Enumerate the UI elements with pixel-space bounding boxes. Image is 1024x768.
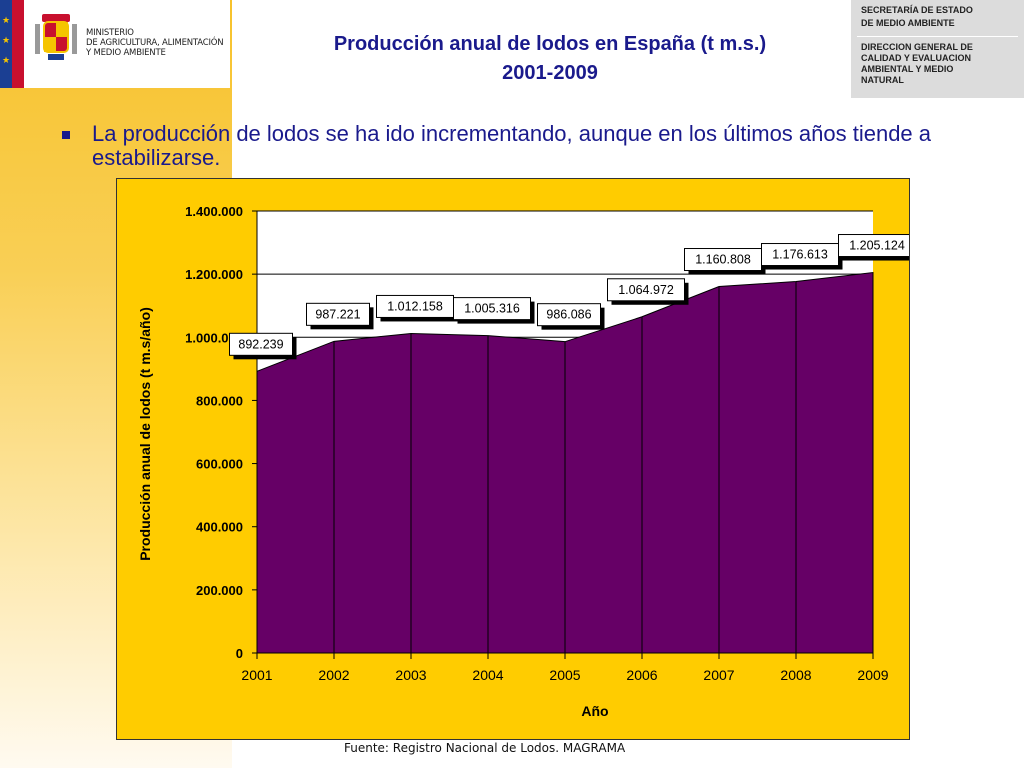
directorate-line: DIRECCION GENERAL DE bbox=[861, 42, 973, 52]
eu-flag-strip: ★ ★ ★ bbox=[0, 0, 24, 88]
star-icon: ★ bbox=[2, 35, 11, 45]
data-label-box bbox=[607, 278, 685, 302]
data-label: 986.086 bbox=[546, 308, 591, 322]
ministry-logo: MINISTERIO DE AGRICULTURA, ALIMENTACIÓN … bbox=[24, 0, 230, 88]
secretariat-line: DE MEDIO AMBIENTE bbox=[861, 18, 955, 28]
coat-of-arms-icon bbox=[35, 14, 77, 60]
x-tick-label: 2008 bbox=[780, 667, 811, 683]
data-label-box bbox=[537, 303, 601, 327]
data-label: 1.160.808 bbox=[695, 253, 751, 267]
y-tick-label: 0 bbox=[236, 646, 243, 661]
y-tick-label: 600.000 bbox=[196, 457, 243, 472]
x-tick-label: 2004 bbox=[472, 667, 503, 683]
data-label: 892.239 bbox=[238, 337, 283, 351]
title-line-2: 2001-2009 bbox=[502, 62, 598, 84]
data-label-box bbox=[229, 332, 293, 356]
directorate-label: DIRECCION GENERAL DE CALIDAD Y EVALUACIO… bbox=[861, 42, 973, 86]
square-bullet-icon bbox=[62, 131, 70, 139]
ministry-line: MINISTERIO bbox=[86, 28, 134, 38]
data-label-box bbox=[453, 297, 531, 321]
directorate-line: NATURAL bbox=[861, 75, 904, 85]
x-tick-label: 2007 bbox=[703, 667, 734, 683]
y-tick-label: 1.200.000 bbox=[185, 267, 243, 282]
x-tick-label: 2005 bbox=[549, 667, 580, 683]
department-box: SECRETARÍA DE ESTADO DE MEDIO AMBIENTE D… bbox=[851, 0, 1024, 98]
source-note: Fuente: Registro Nacional de Lodos. MAGR… bbox=[344, 741, 626, 755]
x-tick-label: 2009 bbox=[857, 667, 888, 683]
y-tick-label: 400.000 bbox=[196, 520, 243, 535]
ministry-line: DE AGRICULTURA, ALIMENTACIÓN bbox=[86, 38, 224, 48]
x-tick-label: 2006 bbox=[626, 667, 657, 683]
bullet-text: La producción de lodos se ha ido increme… bbox=[92, 121, 932, 170]
x-axis-title: Año bbox=[581, 703, 608, 719]
data-label: 1.012.158 bbox=[387, 299, 443, 313]
data-label: 1.176.613 bbox=[772, 248, 828, 262]
secretariat-label: SECRETARÍA DE ESTADO DE MEDIO AMBIENTE bbox=[861, 4, 973, 30]
x-tick-label: 2002 bbox=[318, 667, 349, 683]
y-tick-label: 1.000.000 bbox=[185, 330, 243, 345]
data-label-box bbox=[306, 302, 370, 326]
directorate-line: AMBIENTAL Y MEDIO bbox=[861, 64, 954, 74]
x-tick-label: 2001 bbox=[241, 667, 272, 683]
area-chart: 0 200.000 400.000 600.000 800.000 1.000.000 1.… bbox=[137, 204, 909, 719]
data-label-box bbox=[838, 234, 909, 258]
title-line-1: Producción anual de lodos en España (t m… bbox=[333, 33, 767, 55]
y-tick-label: 1.400.000 bbox=[185, 204, 243, 219]
ministry-line: Y MEDIO AMBIENTE bbox=[86, 48, 166, 58]
y-axis-title: Producción anual de lodos (t m.s/año) bbox=[137, 307, 153, 561]
x-tick-label: 2003 bbox=[395, 667, 426, 683]
star-icon: ★ bbox=[2, 55, 11, 65]
slide-title: Producción anual de lodos en España (t m… bbox=[240, 30, 860, 88]
data-label: 1.205.124 bbox=[849, 239, 905, 253]
y-tick-label: 200.000 bbox=[196, 583, 243, 598]
star-icon: ★ bbox=[2, 15, 11, 25]
data-label: 987.221 bbox=[315, 307, 360, 321]
chart-frame: 0 200.000 400.000 600.000 800.000 1.000.000 1.… bbox=[116, 178, 910, 740]
ministry-name: MINISTERIO DE AGRICULTURA, ALIMENTACIÓN … bbox=[86, 28, 224, 58]
data-label: 1.064.972 bbox=[618, 283, 674, 297]
data-label: 1.005.316 bbox=[464, 302, 520, 316]
secretariat-line: SECRETARÍA DE ESTADO bbox=[861, 5, 973, 15]
directorate-line: CALIDAD Y EVALUACION bbox=[861, 53, 972, 63]
y-tick-label: 800.000 bbox=[196, 393, 243, 408]
